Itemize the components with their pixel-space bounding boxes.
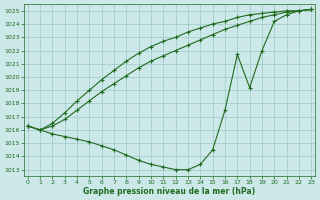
X-axis label: Graphe pression niveau de la mer (hPa): Graphe pression niveau de la mer (hPa): [84, 187, 256, 196]
